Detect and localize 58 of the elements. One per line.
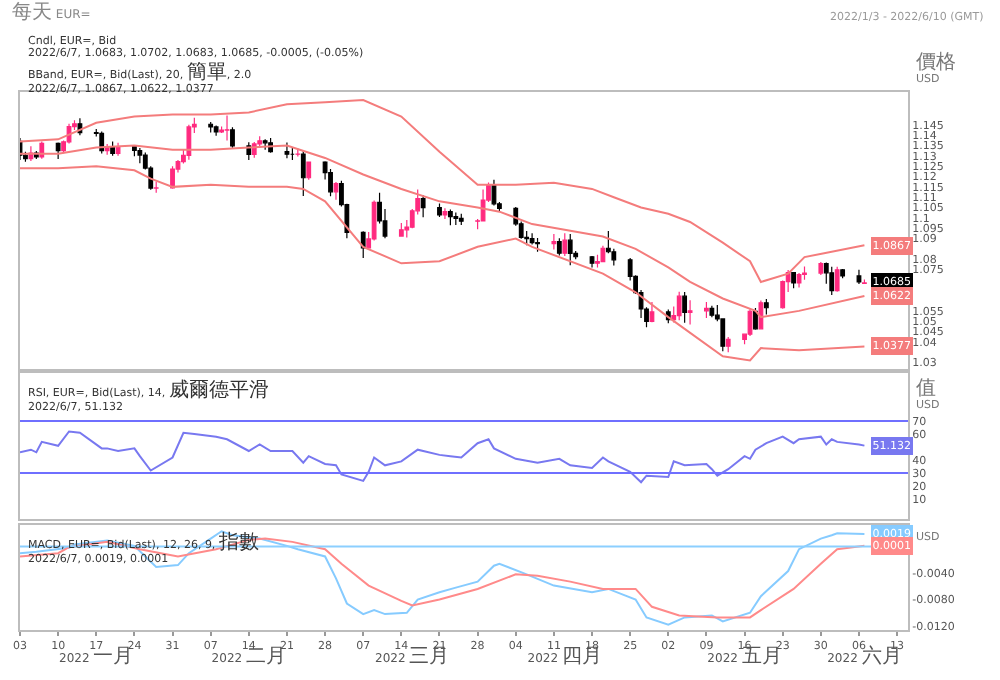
candlestick bbox=[55, 142, 61, 160]
line-series bbox=[20, 165, 866, 362]
candlestick bbox=[289, 146, 295, 161]
candlestick bbox=[480, 188, 486, 222]
candlestick bbox=[562, 232, 568, 257]
candlestick bbox=[649, 301, 655, 323]
candlestick bbox=[442, 207, 448, 220]
candlestick bbox=[763, 298, 769, 316]
candlestick bbox=[840, 269, 846, 279]
candlestick bbox=[529, 232, 535, 246]
candlestick bbox=[589, 256, 595, 269]
candlestick bbox=[420, 194, 426, 218]
candlestick bbox=[284, 141, 290, 159]
candlestick bbox=[300, 150, 306, 197]
candlestick bbox=[458, 213, 464, 226]
candlestick bbox=[796, 272, 802, 289]
candlestick bbox=[567, 233, 573, 266]
candlestick bbox=[224, 114, 230, 142]
candlestick bbox=[333, 181, 339, 201]
candlestick bbox=[791, 271, 796, 289]
line-series bbox=[20, 99, 866, 283]
candlestick bbox=[709, 305, 715, 318]
candlestick bbox=[753, 307, 758, 331]
candlestick bbox=[213, 126, 219, 137]
candlestick bbox=[230, 126, 235, 149]
candlestick bbox=[186, 124, 192, 161]
candlestick bbox=[862, 278, 867, 284]
candlestick bbox=[551, 233, 557, 251]
line-series bbox=[20, 430, 866, 484]
candlestick bbox=[856, 269, 862, 285]
candlestick bbox=[153, 181, 159, 194]
candlestick bbox=[829, 266, 835, 296]
candlestick bbox=[595, 254, 600, 269]
candlestick bbox=[834, 266, 840, 293]
candlestick bbox=[437, 203, 442, 218]
candlestick bbox=[208, 121, 214, 134]
candlestick bbox=[600, 245, 606, 263]
candlestick bbox=[99, 130, 105, 155]
candlestick bbox=[556, 237, 562, 257]
candlestick bbox=[262, 138, 268, 151]
candlestick bbox=[371, 199, 377, 242]
candlestick bbox=[295, 147, 301, 158]
candlestick bbox=[704, 301, 709, 319]
candlestick bbox=[682, 291, 688, 324]
candlestick bbox=[725, 336, 731, 353]
candlestick bbox=[137, 149, 143, 164]
candlestick bbox=[398, 222, 404, 238]
candlestick bbox=[328, 168, 333, 197]
candlestick bbox=[453, 211, 459, 226]
candlestick bbox=[535, 237, 540, 253]
candlestick bbox=[802, 265, 807, 281]
candlestick bbox=[676, 291, 682, 321]
candlestick bbox=[687, 299, 693, 326]
line-series bbox=[20, 144, 866, 319]
candlestick bbox=[115, 142, 121, 157]
candlestick bbox=[306, 160, 312, 181]
candlestick bbox=[758, 299, 764, 330]
candlestick bbox=[818, 261, 824, 276]
